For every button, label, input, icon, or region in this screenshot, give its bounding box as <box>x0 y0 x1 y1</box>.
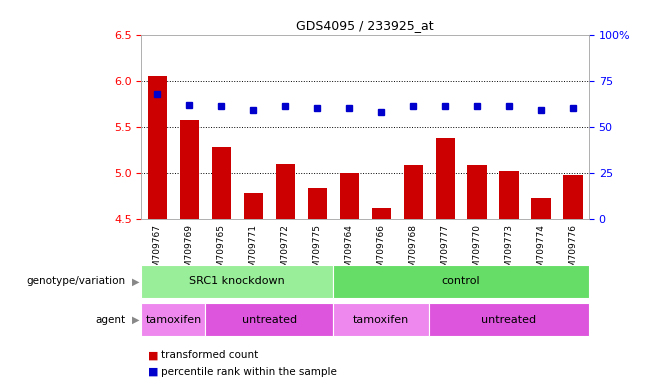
Bar <box>403 166 422 219</box>
Text: tamoxifen: tamoxifen <box>145 314 201 325</box>
Bar <box>243 193 263 219</box>
Bar <box>276 164 295 219</box>
Text: control: control <box>442 276 480 286</box>
Text: genotype/variation: genotype/variation <box>26 276 125 286</box>
Bar <box>212 147 231 219</box>
Bar <box>148 76 167 219</box>
Text: ■: ■ <box>148 350 159 360</box>
Bar <box>499 171 519 219</box>
Bar <box>467 164 487 219</box>
Text: agent: agent <box>95 314 125 325</box>
Bar <box>340 173 359 219</box>
Text: untreated: untreated <box>241 314 297 325</box>
Bar <box>436 138 455 219</box>
Text: ▶: ▶ <box>132 276 139 286</box>
Text: transformed count: transformed count <box>161 350 259 360</box>
Text: ▶: ▶ <box>132 314 139 325</box>
Text: tamoxifen: tamoxifen <box>353 314 409 325</box>
Bar <box>372 208 391 219</box>
Title: GDS4095 / 233925_at: GDS4095 / 233925_at <box>296 19 434 32</box>
Bar <box>308 189 327 219</box>
Text: untreated: untreated <box>482 314 536 325</box>
Bar <box>563 175 582 219</box>
Bar <box>180 120 199 219</box>
Text: percentile rank within the sample: percentile rank within the sample <box>161 367 337 377</box>
Bar <box>532 198 551 219</box>
Text: SRC1 knockdown: SRC1 knockdown <box>190 276 285 286</box>
Text: ■: ■ <box>148 367 159 377</box>
